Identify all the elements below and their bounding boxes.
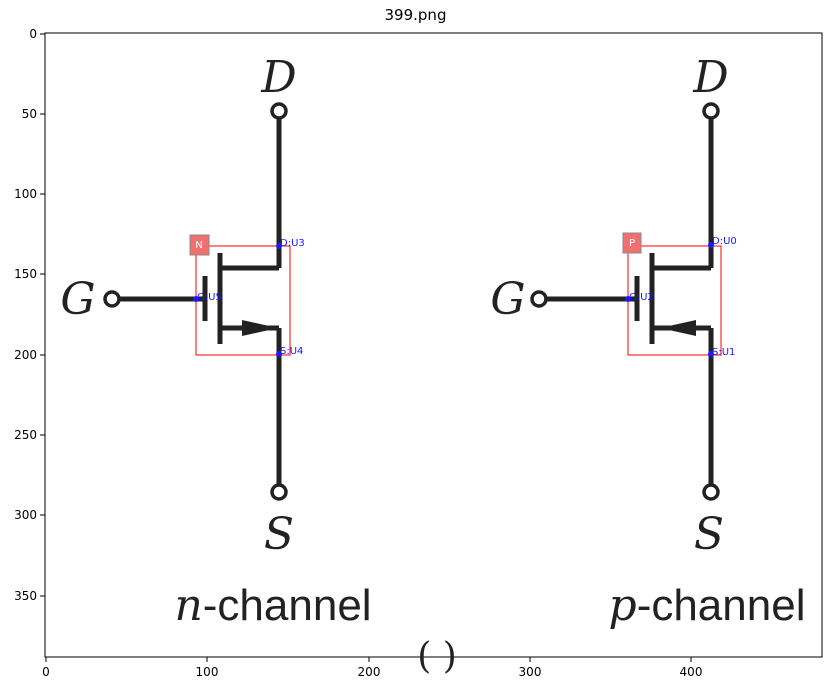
x-tick-label: 200	[358, 665, 381, 679]
y-tick-label: 200	[14, 348, 37, 362]
caption-text: -channel	[637, 581, 806, 630]
axes-frame	[44, 32, 823, 658]
x-tick-label: 0	[42, 665, 50, 679]
drain-pin-label: D:U3	[280, 238, 305, 249]
p-channel-caption: p-channel	[609, 580, 806, 631]
cropped-caption-fragment: ( )	[417, 636, 457, 677]
x-tick-label: 400	[680, 665, 703, 679]
n-component-annotation: N D:U3 G:U5 S:U4	[189, 234, 305, 357]
drain-pin-dot	[708, 242, 714, 248]
y-axis: 0 50 100 150 200 250 300 350	[14, 27, 45, 603]
x-axis: 0 100 200 300 400	[42, 657, 702, 679]
drain-pin-label: D:U0	[712, 236, 737, 247]
component-tag-box	[189, 234, 210, 256]
drain-label: D	[692, 52, 728, 103]
y-tick-label: 50	[22, 107, 37, 121]
source-terminal	[270, 483, 288, 501]
drain-pin-dot	[276, 243, 282, 249]
x-tick-label: 300	[519, 665, 542, 679]
drain-label: D	[260, 52, 296, 103]
caption-variable: n	[174, 580, 202, 631]
gate-label: G	[60, 274, 95, 325]
source-label: S	[694, 509, 724, 560]
y-tick-label: 300	[14, 508, 37, 522]
y-tick-label: 100	[14, 187, 37, 201]
y-tick-label: 250	[14, 428, 37, 442]
p-component-annotation: P D:U0 G:U2 S:U1	[622, 232, 737, 358]
component-tag: N	[195, 240, 202, 251]
source-pin-label: S:U4	[280, 346, 303, 357]
figure-title: 399.png	[384, 6, 447, 24]
arrow-in-icon	[660, 320, 696, 336]
y-tick-label: 350	[14, 589, 37, 603]
drain-terminal	[270, 102, 288, 120]
gate-pin-dot	[193, 296, 199, 302]
source-pin-dot	[708, 351, 714, 357]
y-tick-label: 0	[29, 27, 37, 41]
gate-terminal	[530, 290, 548, 308]
caption-variable: p	[609, 580, 637, 631]
source-pin-label: S:U1	[712, 347, 735, 358]
gate-pin-label: G:U5	[197, 292, 222, 303]
n-channel-caption: n-channel	[174, 580, 371, 631]
source-label: S	[264, 509, 294, 560]
gate-label: G	[490, 274, 525, 325]
arrow-out-icon	[242, 320, 278, 336]
source-pin-dot	[276, 351, 282, 357]
source-terminal	[702, 483, 720, 501]
x-tick-label: 100	[196, 665, 219, 679]
caption-text: -channel	[203, 581, 372, 630]
drain-terminal	[702, 102, 720, 120]
gate-pin-label: G:U2	[629, 292, 654, 303]
component-tag-box	[622, 232, 642, 254]
gate-pin-dot	[625, 296, 631, 302]
gate-terminal	[103, 290, 121, 308]
y-tick-label: 150	[14, 267, 37, 281]
component-tag: P	[629, 238, 635, 249]
